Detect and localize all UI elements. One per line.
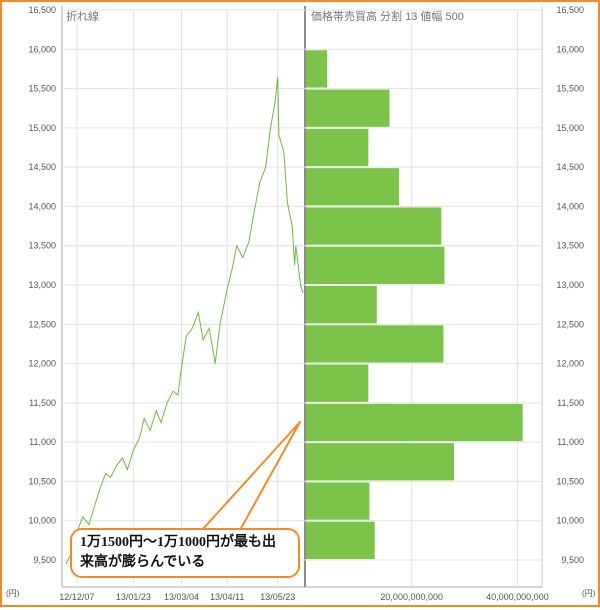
volume-bar bbox=[306, 50, 328, 88]
volume-bar bbox=[306, 207, 442, 245]
y-tick-label-left: 14,000 bbox=[28, 201, 56, 211]
grid-layer bbox=[62, 9, 542, 587]
right-unit-label: (円) bbox=[582, 589, 596, 598]
y-tick-label-left: 14,500 bbox=[28, 162, 56, 172]
y-tick-label-left: 10,500 bbox=[28, 476, 56, 486]
price-line bbox=[65, 76, 304, 565]
y-tick-label-right: 10,000 bbox=[556, 516, 584, 526]
price-series-line bbox=[65, 76, 304, 565]
y-tick-label-right: 11,500 bbox=[557, 398, 584, 408]
volume-bar bbox=[306, 403, 523, 442]
volume-tick-label: 20,000,000,000 bbox=[380, 592, 443, 602]
line-panel-title: 折れ線 bbox=[66, 9, 99, 23]
y-tick-label-left: 12,000 bbox=[28, 359, 56, 369]
annotation-callout: 1万1500円～1万1000円が最も出 来高が膨らんでいる bbox=[70, 528, 300, 578]
y-tick-label-right: 16,000 bbox=[556, 44, 584, 54]
y-tick-label-right: 10,500 bbox=[556, 476, 584, 486]
y-tick-label-left: 16,000 bbox=[28, 44, 56, 54]
y-tick-label-left: 15,500 bbox=[28, 84, 56, 94]
y-tick-label-left: 16,500 bbox=[28, 5, 56, 15]
x-tick-label: 13/05/23 bbox=[260, 592, 295, 602]
y-tick-label-right: 15,000 bbox=[556, 123, 584, 133]
x-tick-label: 13/04/11 bbox=[210, 592, 244, 602]
volume-bar bbox=[306, 286, 377, 324]
volume-bar bbox=[306, 168, 400, 206]
volume-bar bbox=[306, 482, 370, 520]
volume-bars bbox=[306, 50, 523, 559]
y-tick-label-left: 10,000 bbox=[28, 516, 56, 526]
axis-labels: 9,500 9,500 10,000 10,000 10,500 10,500 11,000… bbox=[28, 5, 584, 602]
volume-bar bbox=[306, 443, 454, 481]
y-tick-label-right: 16,500 bbox=[556, 5, 584, 15]
y-tick-label-left: 13,500 bbox=[28, 241, 56, 251]
y-tick-label-right: 9,500 bbox=[561, 555, 584, 565]
volume-bar bbox=[306, 364, 369, 402]
x-tick-label: 12/12/07 bbox=[59, 592, 94, 602]
y-tick-label-left: 13,000 bbox=[28, 280, 56, 290]
y-tick-label-right: 11,000 bbox=[557, 437, 584, 447]
left-unit-label: (円) bbox=[6, 589, 20, 598]
volume-bar bbox=[306, 89, 390, 127]
x-tick-label: 13/01/23 bbox=[116, 592, 151, 602]
annotation-line-1: 1万1500円～1万1000円が最も出 bbox=[80, 535, 276, 550]
y-tick-label-right: 13,500 bbox=[556, 241, 584, 251]
y-tick-label-left: 9,500 bbox=[33, 555, 56, 565]
y-tick-label-left: 11,500 bbox=[29, 398, 56, 408]
volume-bar bbox=[306, 128, 369, 167]
y-tick-label-right: 13,000 bbox=[556, 280, 584, 290]
annotation-line-2: 来高が膨らんでいる bbox=[80, 555, 206, 570]
y-tick-label-left: 15,000 bbox=[28, 123, 56, 133]
y-tick-label-right: 12,000 bbox=[556, 359, 584, 369]
y-tick-label-left: 11,000 bbox=[29, 437, 56, 447]
volume-bar bbox=[306, 246, 445, 284]
callout-pointer bbox=[201, 421, 301, 531]
y-tick-label-left: 12,500 bbox=[28, 319, 56, 329]
volume-bar bbox=[306, 521, 375, 559]
volume-panel-title: 価格帯売買高 分割 13 値幅 500 bbox=[311, 9, 464, 23]
y-tick-label-right: 14,500 bbox=[556, 162, 584, 172]
y-tick-label-right: 15,500 bbox=[556, 84, 584, 94]
volume-bar bbox=[306, 325, 444, 363]
x-tick-label: 13/03/04 bbox=[164, 592, 199, 602]
y-tick-label-right: 14,000 bbox=[556, 201, 584, 211]
volume-tick-label: 40,000,000,000 bbox=[486, 592, 549, 602]
y-tick-label-right: 12,500 bbox=[556, 319, 584, 329]
